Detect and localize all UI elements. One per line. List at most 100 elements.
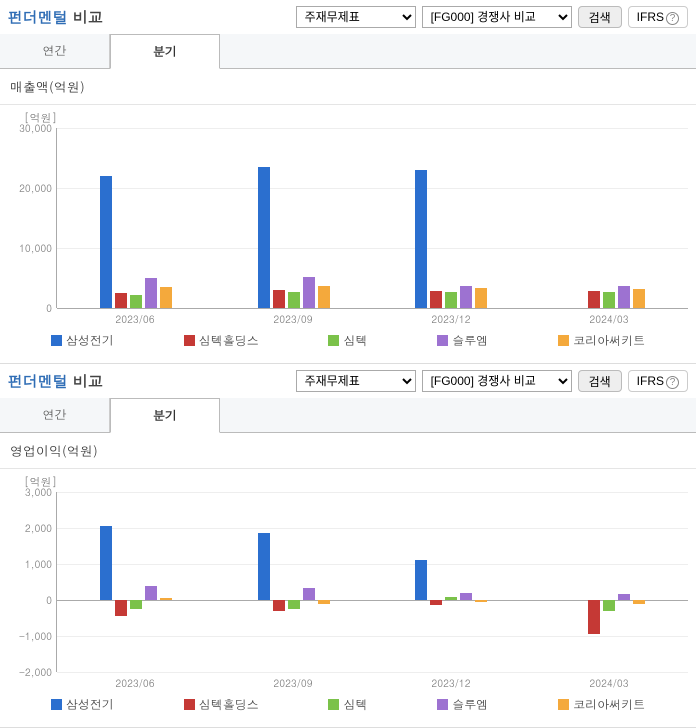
bar: [318, 600, 330, 604]
legend-swatch: [51, 699, 62, 710]
help-icon: ?: [666, 12, 679, 25]
statement-select[interactable]: 주재무제표: [296, 370, 416, 392]
legend-item: 심텍: [328, 332, 367, 349]
chart-title: 영업이익(억원): [0, 433, 696, 469]
bar-group: [373, 128, 531, 308]
title-accent: 펀더멘털: [8, 371, 68, 392]
bar: [588, 291, 600, 308]
comparison-select[interactable]: [FG000] 경쟁사 비교: [422, 370, 572, 392]
y-axis-unit: [억원]: [24, 475, 688, 490]
bar: [618, 286, 630, 308]
bar: [145, 278, 157, 308]
title-sub: 비교: [73, 371, 103, 392]
controls: 주재무제표 [FG000] 경쟁사 비교 검색 IFRS?: [296, 6, 688, 28]
bar: [160, 287, 172, 308]
bar: [415, 560, 427, 600]
chart-wrap: [억원]-2,000-1,00001,0002,0003,0002023/062…: [0, 469, 696, 727]
bar-groups: [57, 128, 688, 308]
legend-swatch: [328, 335, 339, 346]
bar: [445, 597, 457, 600]
bar: [258, 167, 270, 308]
bar: [603, 292, 615, 308]
bar-group: [57, 492, 215, 672]
legend-item: 슬루엠: [437, 696, 488, 713]
controls: 주재무제표 [FG000] 경쟁사 비교 검색 IFRS?: [296, 370, 688, 392]
plot-area: [56, 128, 688, 308]
bar: [618, 594, 630, 600]
bar-group: [373, 492, 531, 672]
ifrs-button[interactable]: IFRS?: [628, 370, 688, 392]
bar-group: [530, 128, 688, 308]
title-sub: 비교: [73, 7, 103, 28]
bar: [460, 286, 472, 308]
plot-area: [56, 492, 688, 672]
bar: [633, 600, 645, 604]
chart-wrap: [억원]010,00020,00030,0002023/062023/09202…: [0, 105, 696, 363]
tab-quarter[interactable]: 분기: [110, 34, 220, 69]
bar-groups: [57, 492, 688, 672]
legend-swatch: [558, 699, 569, 710]
ifrs-button[interactable]: IFRS?: [628, 6, 688, 28]
comparison-select[interactable]: [FG000] 경쟁사 비교: [422, 6, 572, 28]
y-tick-label: 2,000: [25, 521, 52, 535]
bar: [415, 170, 427, 308]
y-tick-label: 10,000: [19, 241, 52, 255]
y-axis: 010,00020,00030,000: [8, 128, 56, 308]
bar: [273, 290, 285, 308]
bar: [288, 292, 300, 308]
section-title: 펀더멘털 비교: [8, 371, 296, 392]
legend-label: 심텍홀딩스: [199, 696, 259, 713]
legend-item: 심텍: [328, 696, 367, 713]
x-label: 2023/12: [372, 672, 530, 690]
bar: [318, 286, 330, 308]
x-axis-labels: 2023/062023/092023/122024/03: [56, 672, 688, 690]
bar: [633, 289, 645, 308]
tab-quarter[interactable]: 분기: [110, 398, 220, 433]
y-tick-label: 3,000: [25, 485, 52, 499]
tab-annual[interactable]: 연간: [0, 34, 110, 68]
chart-area: 010,00020,00030,000: [8, 128, 688, 308]
statement-select[interactable]: 주재무제표: [296, 6, 416, 28]
gridline: [57, 308, 688, 309]
legend-label: 심텍홀딩스: [199, 332, 259, 349]
legend-item: 코리아써키트: [558, 332, 645, 349]
chart-section: 펀더멘털 비교주재무제표[FG000] 경쟁사 비교검색IFRS?연간분기매출액…: [0, 0, 696, 364]
bar-group: [530, 492, 688, 672]
y-tick-label: -2,000: [19, 665, 52, 679]
legend-label: 심텍: [343, 332, 367, 349]
legend-swatch: [328, 699, 339, 710]
bar: [130, 295, 142, 308]
search-button[interactable]: 검색: [578, 6, 622, 28]
legend-swatch: [184, 699, 195, 710]
x-label: 2023/06: [56, 672, 214, 690]
section-header: 펀더멘털 비교주재무제표[FG000] 경쟁사 비교검색IFRS?: [0, 0, 696, 34]
search-button[interactable]: 검색: [578, 370, 622, 392]
bar: [115, 293, 127, 308]
legend: 삼성전기심텍홀딩스심텍슬루엠코리아써키트: [8, 690, 688, 723]
bar: [445, 292, 457, 308]
legend-label: 슬루엠: [452, 696, 488, 713]
bar: [588, 600, 600, 634]
y-tick-label: 1,000: [25, 557, 52, 571]
bar: [145, 586, 157, 600]
chart-area: -2,000-1,00001,0002,0003,000: [8, 492, 688, 672]
bar-group: [215, 128, 373, 308]
bar: [160, 598, 172, 600]
legend-label: 코리아써키트: [573, 332, 645, 349]
legend-item: 슬루엠: [437, 332, 488, 349]
x-label: 2023/09: [214, 672, 372, 690]
legend-item: 심텍홀딩스: [184, 696, 259, 713]
bar: [258, 533, 270, 600]
help-icon: ?: [666, 376, 679, 389]
bar: [303, 277, 315, 308]
legend-item: 심텍홀딩스: [184, 332, 259, 349]
legend-swatch: [437, 699, 448, 710]
x-label: 2023/09: [214, 308, 372, 326]
bar: [603, 600, 615, 611]
tab-annual[interactable]: 연간: [0, 398, 110, 432]
bar: [430, 600, 442, 605]
bar: [100, 526, 112, 600]
legend-item: 코리아써키트: [558, 696, 645, 713]
bar: [475, 288, 487, 308]
section-header: 펀더멘털 비교주재무제표[FG000] 경쟁사 비교검색IFRS?: [0, 364, 696, 398]
